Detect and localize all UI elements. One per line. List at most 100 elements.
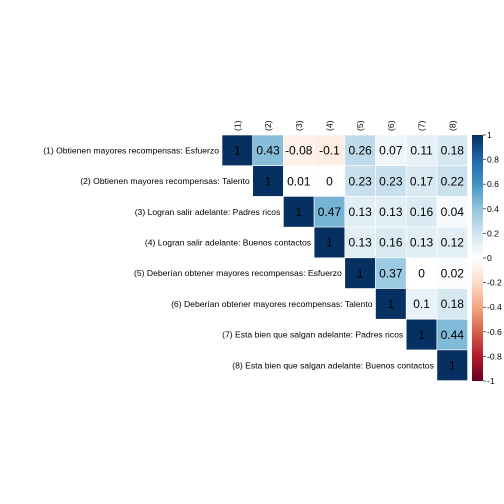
cell-value-label: 0.43 [256, 144, 280, 158]
cell-value-label: 0.1 [413, 297, 430, 311]
cell-value-label: 0.17 [410, 174, 434, 188]
heatmap-cell: 0 [405, 257, 438, 289]
heatmap-cell: 1 [436, 349, 468, 381]
row-label: (2) Obtienen mayores recompensas: Talent… [80, 176, 250, 186]
column-label: (3) [294, 120, 304, 131]
cell-fill [283, 134, 315, 167]
cell-value-label: 0.13 [348, 236, 372, 250]
heatmap-cell: 0.43 [252, 134, 284, 167]
cell-value-label: 0.18 [441, 144, 465, 158]
cell-value-label: 0.02 [441, 266, 465, 280]
heatmap-cell: 0.47 [313, 196, 346, 228]
cell-value-label: 1 [418, 328, 425, 342]
cell-fill [405, 318, 438, 351]
cell-value-label: 1 [295, 205, 302, 219]
cell-fill [405, 257, 438, 289]
heatmap-cell: 0.13 [405, 226, 438, 259]
row-label: (1) Obtienen mayores recompensas: Esfuer… [43, 145, 219, 155]
heatmap-cell: 0.13 [344, 226, 376, 259]
cell-fill [375, 288, 407, 320]
column-labels: (1) (2) (3) (4) (5) (6) (7) (8) [232, 120, 457, 131]
column-label: (2) [263, 120, 273, 131]
cell-fill [436, 134, 468, 167]
row-label: (7) Esta bien que salgan adelante: Padre… [222, 330, 403, 340]
heatmap-cell: 0.26 [344, 134, 376, 167]
heatmap-cell: 1 [375, 288, 407, 320]
cell-value-label: 0.23 [379, 174, 403, 188]
cell-fill [344, 226, 376, 259]
heatmap-cell: 0.1 [405, 288, 438, 320]
heatmap-cell: 0.16 [375, 226, 407, 259]
heatmap-cell: 0.02 [436, 257, 468, 289]
cell-value-label: 0.13 [348, 205, 372, 219]
cell-value-label: 0.12 [441, 236, 465, 250]
cell-fill [375, 196, 407, 228]
legend-tick-label: -1 [487, 376, 495, 386]
cell-value-label: 0.37 [379, 266, 403, 280]
heatmap-cell: 0.37 [375, 257, 407, 289]
heatmap-cell: 0.01 [283, 165, 315, 197]
cell-fill [344, 196, 376, 228]
heatmap-cell: 0.23 [375, 165, 407, 197]
column-label: (7) [417, 120, 427, 131]
cell-fill [405, 196, 438, 228]
cell-fill [344, 257, 376, 289]
legend-tick-label: 1 [487, 130, 492, 140]
column-label: (8) [447, 120, 457, 131]
row-label: (3) Logran salir adelante: Padres ricos [135, 207, 281, 217]
legend-tick-label: 0.4 [487, 204, 499, 214]
legend-tick-label: 0.8 [487, 155, 499, 165]
cell-fill [436, 288, 468, 320]
legend-tick-label: 0.6 [487, 179, 499, 189]
heatmap-cell: 0.44 [436, 318, 468, 351]
cell-value-label: 1 [388, 297, 395, 311]
cell-value-label: 0.16 [379, 236, 403, 250]
cell-value-label: 0.07 [379, 144, 403, 158]
cell-value-label: 0 [326, 174, 333, 188]
heatmap-cell: 0.13 [375, 196, 407, 228]
cell-fill [252, 165, 284, 197]
cell-value-label: 1 [234, 144, 241, 158]
row-label: (8) Esta bien que salgan adelante: Bueno… [232, 360, 434, 370]
legend-tick-label: -0.8 [487, 351, 502, 361]
column-label: (1) [232, 120, 242, 131]
cells-layer: 1 0.43 -0.08 -0.1 0.26 0.07 0.1 1 0.18 1 0.01 0 0.23… [221, 134, 468, 381]
cell-fill [375, 257, 407, 289]
heatmap-cell: 0.18 [436, 288, 468, 320]
heatmap-cell: 0.18 [436, 134, 468, 167]
cell-fill [436, 257, 468, 289]
heatmap-cell: 0.07 [375, 134, 407, 167]
cell-fill [436, 226, 468, 259]
cell-fill [221, 134, 254, 167]
heatmap-cell: -0.08 [283, 134, 315, 167]
heatmap-cell: 0.22 [436, 165, 468, 197]
heatmap-cell: 1 [313, 226, 346, 259]
cell-fill [405, 165, 438, 197]
legend-tick-label: -0.2 [487, 278, 502, 288]
heatmap-cell: 0.17 [405, 165, 438, 197]
heatmap-cell: 1 [405, 318, 438, 351]
heatmap-cell: 0.23 [344, 165, 376, 197]
heatmap-cell: 1 [221, 134, 254, 167]
cell-fill [283, 196, 315, 228]
cell-value-label: 1 [357, 266, 364, 280]
cell-fill [375, 134, 407, 167]
column-label: (5) [355, 120, 365, 131]
heatmap-cell: 0.12 [436, 226, 468, 259]
heatmap-cell: 0.16 [405, 196, 438, 228]
column-label: (6) [386, 120, 396, 131]
legend-tick-label: 0 [487, 253, 492, 263]
cell-value-label: 1 [449, 358, 456, 372]
cell-value-label: 0 [418, 266, 425, 280]
cell-value-label: 0.44 [441, 328, 465, 342]
cell-value-label: -0.08 [285, 144, 313, 158]
cell-value-label: 1 [326, 236, 333, 250]
row-label: (4) Logran salir adelante: Buenos contac… [145, 237, 311, 247]
cell-value-label: 1 [265, 174, 272, 188]
cell-value-label: -0.1 [319, 144, 340, 158]
heatmap-cell: 0 [313, 165, 346, 197]
cell-fill [283, 165, 315, 197]
cell-fill [252, 134, 284, 167]
cell-value-label: 0.26 [348, 144, 372, 158]
